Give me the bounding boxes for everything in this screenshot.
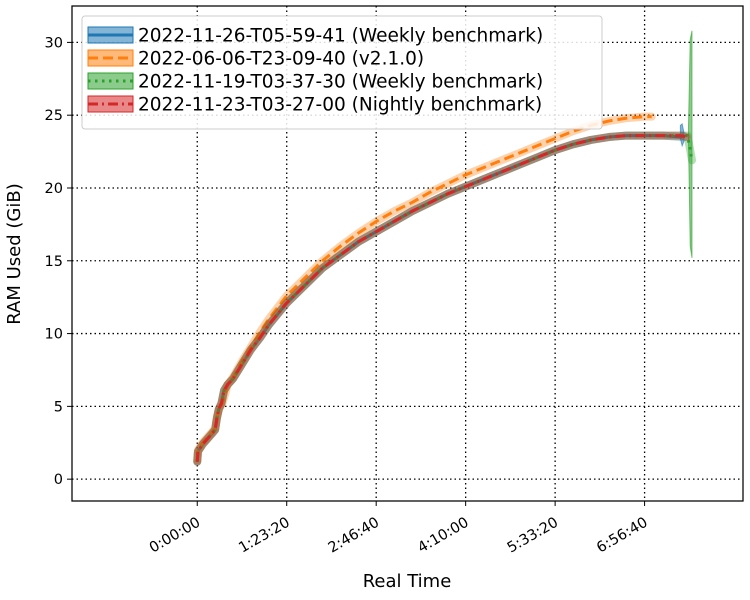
- legend-items: 2022-11-26-T05-59-41 (Weekly benchmark)2…: [87, 26, 543, 116]
- legend-label: 2022-06-06-T23-09-40 (v2.1.0): [138, 49, 424, 70]
- series-line: [195, 115, 652, 461]
- y-tick-label: 30: [45, 35, 63, 51]
- legend-box: [81, 15, 603, 130]
- legend-label: 2022-11-19-T03-37-30 (Weekly benchmark): [138, 72, 543, 93]
- y-axis-label: RAM Used (GiB): [4, 183, 25, 324]
- plot-area-frame: [71, 5, 744, 502]
- confidence-band: [687, 30, 693, 258]
- confidence-bands: [679, 30, 693, 258]
- legend-label: 2022-11-23-T03-27-00 (Nightly benchmark): [138, 95, 542, 116]
- legend: 2022-11-26-T05-59-41 (Weekly benchmark)2…: [81, 15, 603, 130]
- y-tick-label: 5: [54, 399, 63, 415]
- legend-label: 2022-11-26-T05-59-41 (Weekly benchmark): [138, 26, 543, 47]
- series-lines: [193, 112, 697, 466]
- y-tick-label: 15: [45, 254, 63, 270]
- y-tick-label: 20: [45, 181, 63, 197]
- y-tick-label: 10: [45, 327, 63, 343]
- y-axis-ticks: 0 5 10 15 20 25 30: [45, 35, 72, 488]
- y-tick-label: 0: [54, 472, 63, 488]
- series-line: [195, 134, 687, 462]
- x-axis-label: Real Time: [363, 571, 452, 592]
- y-tick-label: 25: [45, 108, 63, 124]
